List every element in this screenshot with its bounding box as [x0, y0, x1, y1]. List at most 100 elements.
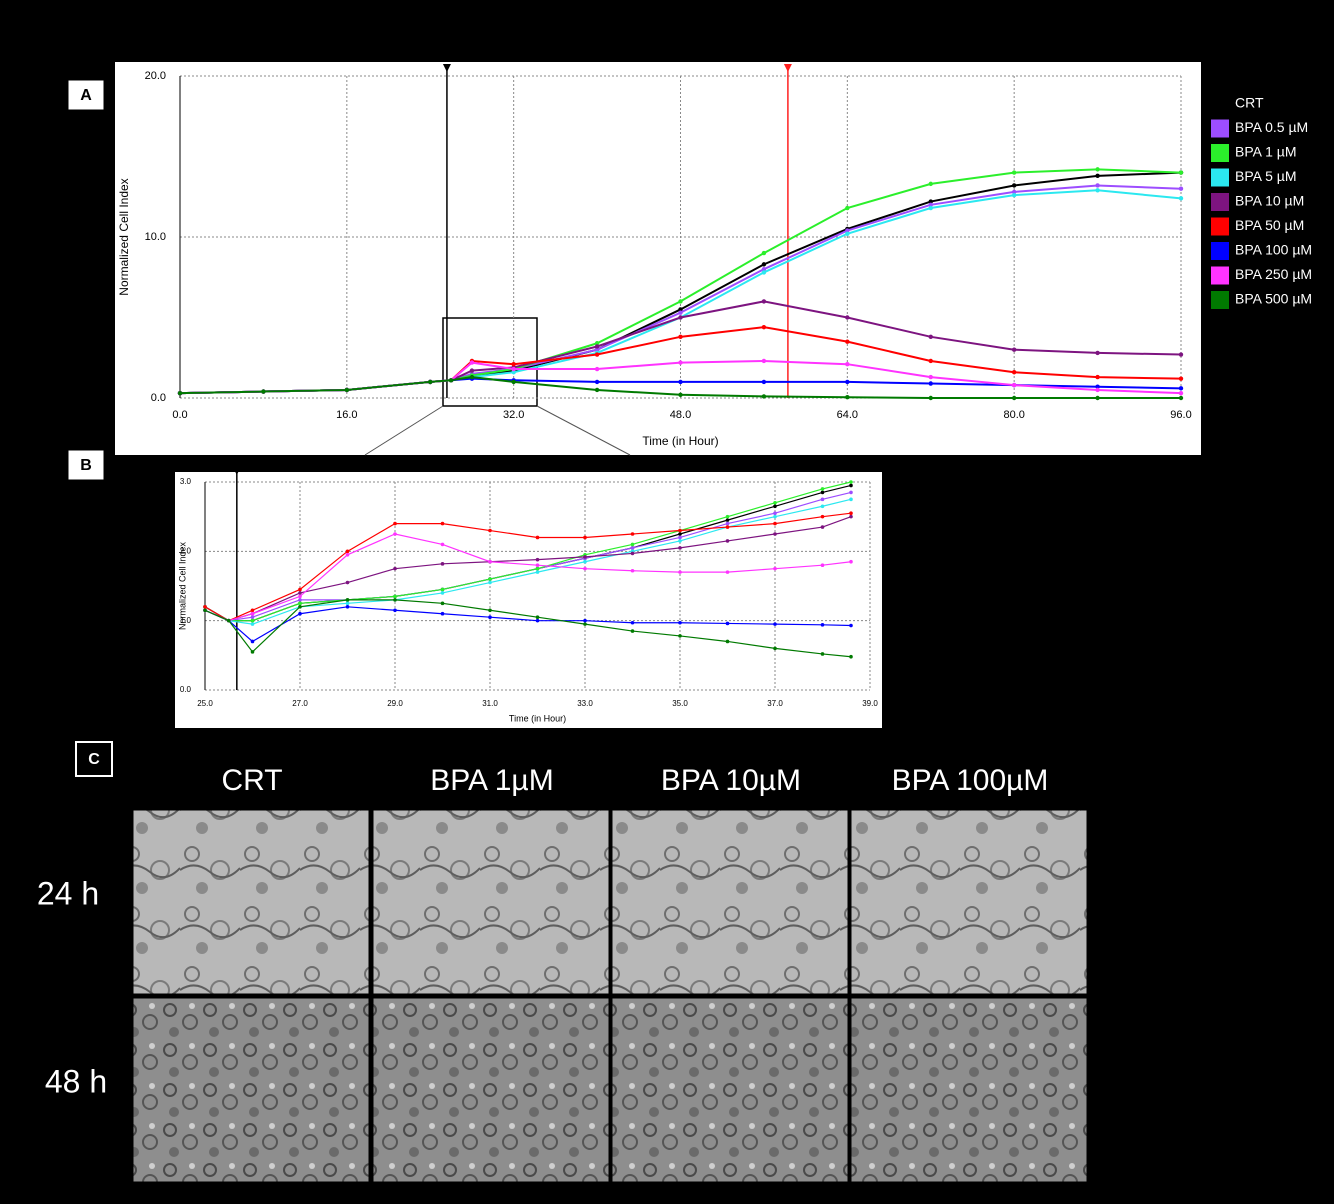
data-point: [845, 228, 850, 233]
data-point: [250, 608, 255, 613]
panel-a-background: [115, 62, 1201, 455]
y-tick-label: 20.0: [145, 70, 166, 82]
data-point: [678, 570, 682, 574]
data-point: [678, 379, 683, 385]
legend-swatch: [1211, 193, 1229, 211]
data-point: [203, 605, 207, 609]
data-point: [535, 557, 540, 562]
legend-swatch: [1211, 144, 1229, 162]
y-axis-label: Normalized Cell Index: [177, 541, 187, 630]
x-axis-label: Time (in Hour): [509, 713, 566, 723]
data-point: [761, 267, 767, 272]
data-point: [1011, 382, 1017, 388]
legend-label: BPA 10 µM: [1235, 193, 1304, 209]
data-point: [1095, 183, 1100, 188]
data-point: [298, 591, 302, 595]
data-point: [773, 504, 777, 509]
data-point: [820, 487, 825, 491]
column-header: CRT: [221, 764, 282, 797]
data-point: [583, 555, 587, 559]
x-tick-label: 16.0: [336, 409, 357, 421]
data-point: [678, 310, 683, 315]
data-point: [488, 559, 492, 564]
data-point: [594, 379, 600, 385]
panel-label: B: [80, 457, 92, 474]
x-tick-label: 31.0: [482, 699, 498, 708]
data-point: [761, 379, 767, 385]
data-point: [594, 387, 600, 393]
micrograph: [850, 809, 1088, 995]
data-point: [440, 542, 445, 547]
data-point: [678, 360, 683, 365]
data-point: [250, 622, 255, 626]
data-point: [583, 566, 587, 571]
series-line: [204, 533, 852, 622]
data-point: [849, 654, 853, 659]
y-tick-label: 1.0: [180, 616, 192, 625]
data-point: [630, 568, 635, 573]
data-point: [440, 611, 445, 616]
data-point: [1011, 183, 1017, 188]
legend-swatch: [1211, 266, 1229, 285]
row-label: 48 h: [45, 1063, 107, 1099]
data-point: [678, 334, 683, 340]
data-point: [820, 652, 825, 656]
data-point: [226, 618, 231, 623]
x-tick-label: 35.0: [672, 699, 688, 708]
data-point: [678, 539, 682, 543]
legend-label: BPA 500 µM: [1235, 291, 1312, 307]
y-tick-label: 10.0: [145, 231, 166, 243]
x-tick-label: 80.0: [1003, 409, 1024, 421]
data-point: [761, 250, 767, 256]
data-point: [488, 608, 492, 613]
data-point: [845, 205, 850, 211]
data-point: [535, 615, 540, 619]
data-point: [469, 360, 475, 365]
data-point: [345, 598, 350, 602]
data-point: [849, 514, 853, 519]
data-point: [469, 374, 475, 380]
data-point: [393, 532, 397, 536]
x-tick-label: 32.0: [503, 409, 524, 421]
data-point: [678, 392, 683, 397]
data-point: [1011, 347, 1017, 352]
data-point: [630, 532, 635, 536]
data-point: [393, 521, 397, 526]
data-point: [630, 629, 635, 633]
data-point: [1011, 170, 1017, 175]
micrograph: [850, 997, 1088, 1183]
x-axis-label: Time (in Hour): [642, 434, 718, 448]
data-point: [678, 634, 682, 638]
data-point: [820, 563, 825, 567]
x-tick-label: 29.0: [387, 699, 403, 708]
panel-label-box: [67, 79, 105, 111]
data-point: [820, 490, 825, 495]
data-point: [1095, 395, 1100, 401]
data-point: [928, 334, 933, 340]
data-point: [345, 580, 350, 585]
data-point: [630, 620, 635, 625]
legend-swatch: [1211, 242, 1229, 260]
data-point: [845, 315, 850, 320]
data-point: [761, 299, 767, 304]
data-point: [849, 623, 853, 628]
data-point: [678, 546, 682, 550]
y-tick-label: 2.0: [180, 546, 192, 555]
data-point: [773, 532, 777, 536]
data-point: [678, 528, 682, 533]
data-point: [488, 615, 492, 619]
data-point: [298, 587, 302, 592]
data-point: [725, 639, 730, 644]
data-point: [1095, 374, 1100, 380]
legend-swatch: [1211, 217, 1229, 236]
data-point: [583, 622, 587, 626]
data-point: [849, 483, 853, 488]
micrograph: [372, 809, 610, 995]
data-point: [250, 618, 255, 623]
series-line: [204, 516, 852, 622]
data-point: [344, 387, 350, 393]
legend-swatch: [1211, 119, 1229, 138]
data-point: [725, 525, 730, 529]
